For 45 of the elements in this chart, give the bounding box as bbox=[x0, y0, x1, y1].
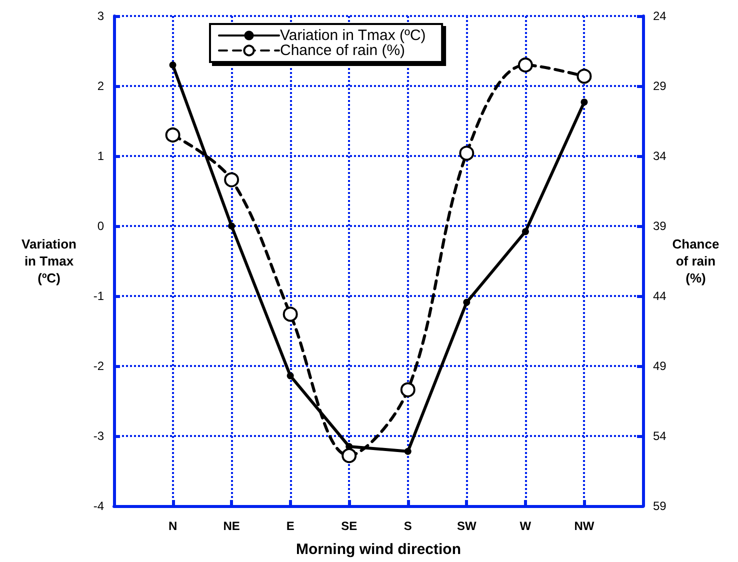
x-tick-label: N bbox=[168, 519, 178, 533]
x-tick-label: E bbox=[286, 519, 294, 533]
y-tick-label: 2 bbox=[97, 79, 104, 93]
y-tick-label: 0 bbox=[97, 219, 104, 233]
point bbox=[224, 172, 240, 188]
point bbox=[169, 62, 176, 68]
y2-tick-label: 24 bbox=[653, 9, 667, 23]
y2-tick-label: 29 bbox=[653, 79, 667, 93]
point bbox=[576, 68, 592, 84]
point bbox=[228, 222, 236, 230]
y2-tick-label: 34 bbox=[653, 149, 667, 163]
y-tick-label: 1 bbox=[97, 149, 104, 163]
y2-tick-label: 54 bbox=[653, 429, 667, 443]
y2-axis-title: Chance of rain (%) bbox=[672, 236, 720, 286]
point bbox=[282, 306, 298, 322]
y2-tick-label: 44 bbox=[653, 289, 667, 303]
y2-tick-label: 49 bbox=[653, 359, 667, 373]
y-tick-label: -3 bbox=[93, 429, 104, 443]
y-tick-label: -1 bbox=[93, 289, 104, 303]
point bbox=[342, 448, 357, 464]
x-tick-label: NW bbox=[574, 519, 595, 533]
point bbox=[518, 58, 533, 72]
point bbox=[165, 128, 180, 142]
y2-tick-label: 59 bbox=[653, 499, 667, 513]
y-tick-label: -4 bbox=[93, 499, 104, 513]
x-tick-label: S bbox=[404, 519, 412, 533]
point bbox=[580, 98, 588, 106]
x-tick-label: SE bbox=[341, 519, 358, 533]
legend-label: Chance of rain (%) bbox=[280, 42, 406, 59]
x-tick-label: SW bbox=[456, 519, 477, 533]
x-tick-label: W bbox=[520, 519, 532, 533]
y-tick-label: -2 bbox=[93, 359, 104, 373]
x-tick-label: NE bbox=[223, 519, 240, 533]
y2-tick-label: 39 bbox=[653, 219, 667, 233]
legend-label: Variation in Tmax (ºC) bbox=[280, 27, 426, 44]
y-tick-label: 3 bbox=[97, 9, 104, 23]
point bbox=[463, 298, 470, 306]
x-axis-title: Morning wind direction bbox=[296, 541, 461, 558]
point bbox=[400, 382, 416, 398]
point bbox=[459, 146, 474, 161]
point bbox=[522, 228, 529, 236]
point bbox=[286, 372, 294, 380]
y-axis-title: Variation in Tmax (ºC) bbox=[22, 236, 77, 286]
point bbox=[346, 443, 353, 450]
point bbox=[404, 448, 412, 455]
